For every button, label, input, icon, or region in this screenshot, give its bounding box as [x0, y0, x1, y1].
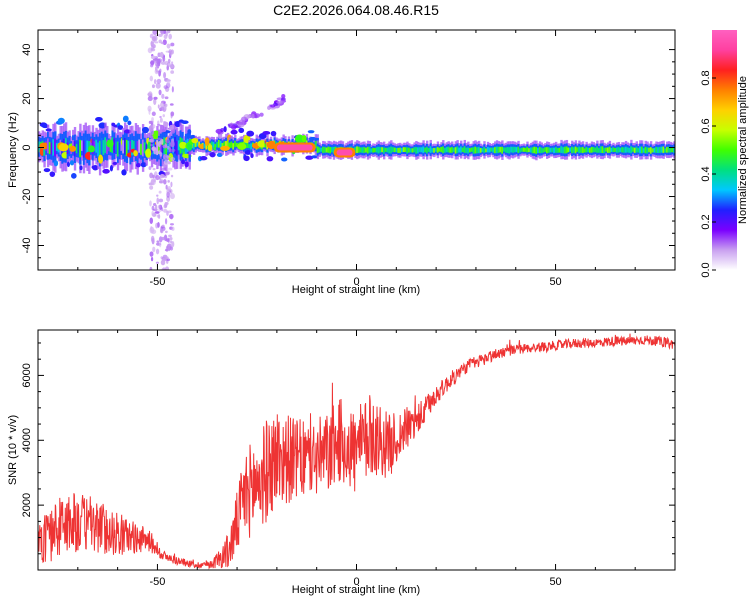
colorbar-gradient — [712, 30, 737, 270]
colorbar-tick-label: 0.0 — [700, 262, 712, 277]
colorbar-tick-label: 0.8 — [700, 70, 712, 85]
snr-y-tick-label: 6000 — [21, 363, 33, 387]
snr-x-axis-label: Height of straight line (km) — [292, 584, 420, 596]
spectrogram-peak — [333, 147, 356, 158]
spectrogram-tail — [215, 93, 287, 140]
spectrogram-x-tick-label: 0 — [353, 276, 359, 288]
spectrogram-y-axis-label: Frequency (Hz) — [7, 112, 19, 188]
snr-line — [38, 333, 675, 570]
spectrogram-x-axis-label: Height of straight line (km) — [292, 284, 420, 296]
snr-line-series — [38, 333, 675, 570]
snr-x-tick-label: 0 — [353, 576, 359, 588]
spectrogram-heatmap — [38, 30, 675, 270]
snr-y-tick-label: 4000 — [21, 428, 33, 452]
snr-y-tick-label: 2000 — [21, 493, 33, 517]
snr-x-tick-label: 50 — [549, 576, 561, 588]
snr-ticks: -50 0 50 2000 4000 6000 — [21, 330, 676, 588]
spectrogram-vertical-scatter — [147, 30, 176, 270]
colorbar-tick-label: 0.6 — [700, 118, 712, 133]
spectrogram-peak — [273, 142, 316, 153]
spectrogram-band — [316, 139, 675, 161]
snr-x-tick-label: -50 — [149, 576, 165, 588]
spectrogram-y-tick-label: -20 — [21, 189, 33, 205]
colorbar-tick-label: 0.2 — [700, 214, 712, 229]
spectrogram-x-tick-label: 50 — [549, 276, 561, 288]
spectrogram-x-tick-label: -50 — [149, 276, 165, 288]
spectrogram-y-tick-label: 20 — [21, 92, 33, 104]
spectrogram-ticks: -50 0 50 -40 -20 0 20 40 — [21, 30, 676, 288]
colorbar: 0.0 0.2 0.4 0.6 0.8 Normalized spectral ampl… — [700, 30, 749, 278]
snr-y-axis-label: SNR (10 * v/v) — [7, 415, 19, 485]
spectrogram-panel: -50 0 50 -40 -20 0 20 40 Height of straight lin… — [7, 29, 676, 296]
colorbar-label: Normalized spectral amplitude — [737, 76, 749, 224]
spectrogram-y-tick-label: -40 — [21, 238, 33, 254]
colorbar-ticks: 0.0 0.2 0.4 0.6 0.8 — [700, 70, 716, 278]
snr-panel: -50 0 50 2000 4000 6000 Height of straight li… — [7, 329, 676, 596]
spectrogram-y-tick-label: 0 — [21, 144, 33, 150]
figure-title: C2E2.2026.064.08.46.R15 — [273, 2, 439, 18]
spectrogram-y-tick-label: 40 — [21, 43, 33, 55]
colorbar-tick-label: 0.4 — [700, 166, 712, 181]
